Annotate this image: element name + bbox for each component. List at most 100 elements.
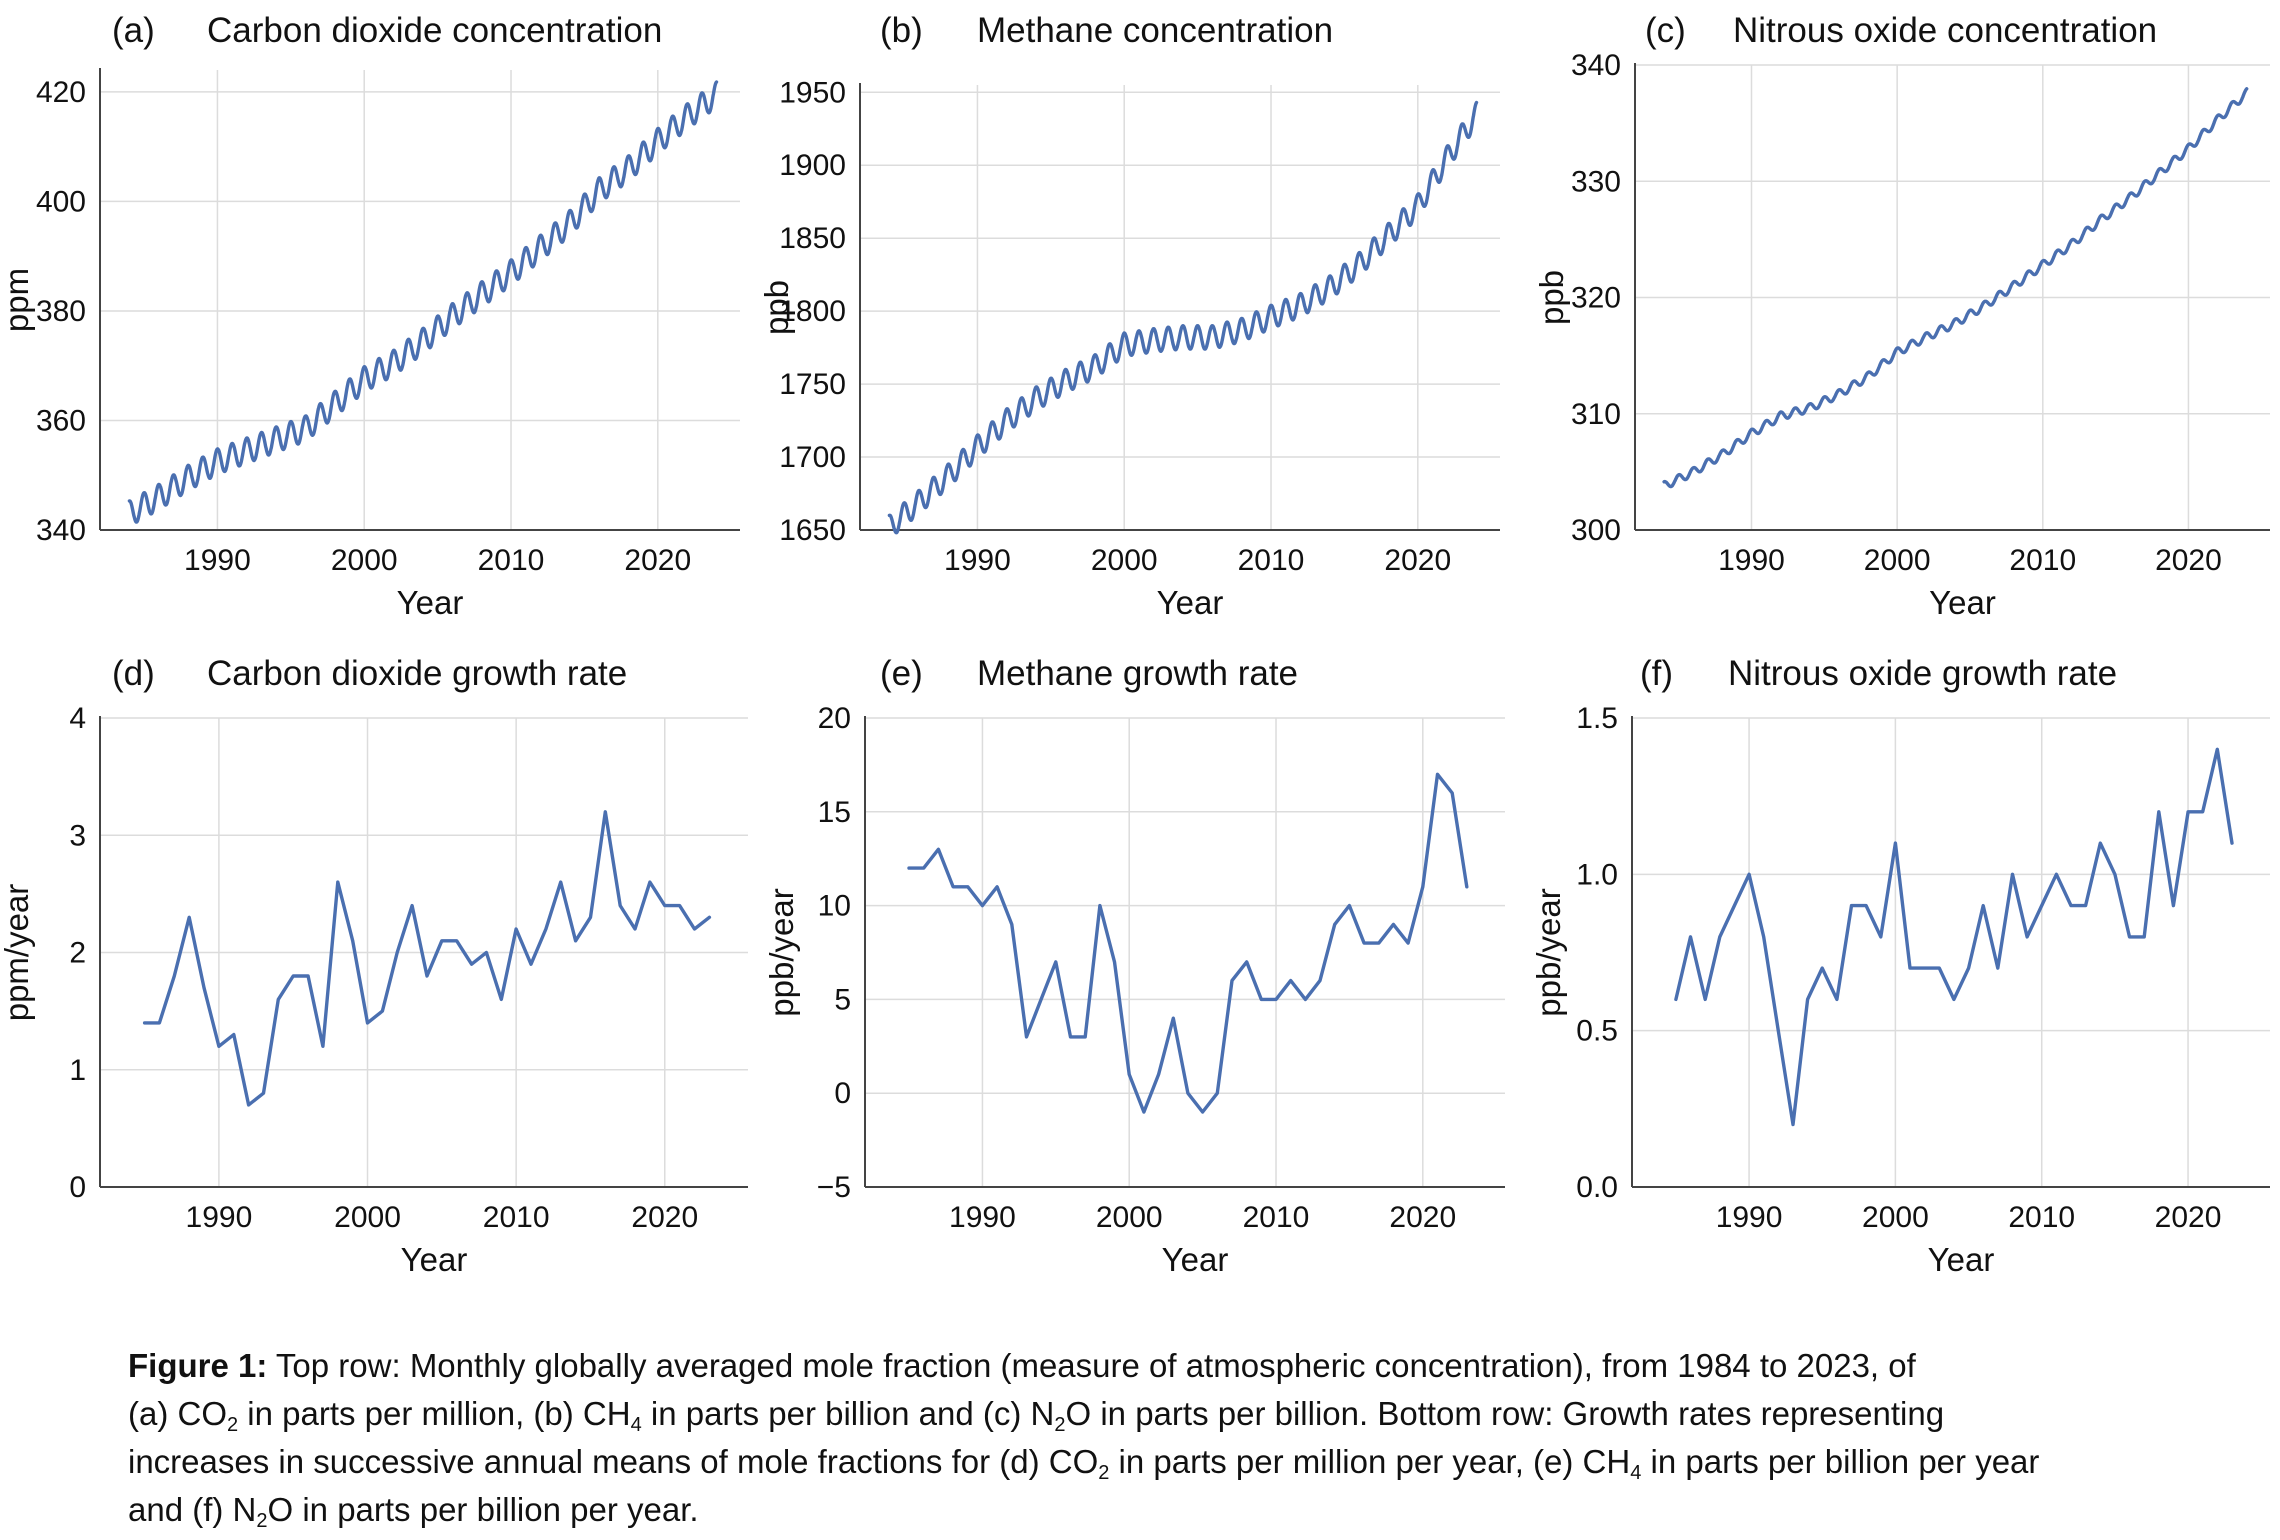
y-tick-label: 340 (36, 514, 86, 547)
y-axis-label: ppm (0, 268, 35, 332)
x-axis-label: Year (397, 584, 464, 621)
y-axis-label: ppb/year (763, 888, 800, 1016)
panel-title: Methane concentration (977, 11, 1333, 50)
caption-label: Figure 1: (128, 1347, 268, 1384)
series-line-nitrous-oxide-concentration (1662, 87, 2249, 489)
caption-text: in parts per million, (b) CH (238, 1395, 631, 1432)
x-tick-label: 2020 (631, 1201, 698, 1234)
caption-subscript: 2 (1054, 1414, 1066, 1436)
x-tick-label: 1990 (184, 544, 251, 577)
caption-subscript: 4 (630, 1414, 642, 1436)
y-tick-label: 1.5 (1576, 702, 1618, 735)
x-tick-label: 1990 (949, 1201, 1016, 1234)
x-tick-label: 2000 (334, 1201, 401, 1234)
x-axis-label: Year (1162, 1241, 1229, 1278)
y-tick-label: 20 (818, 702, 851, 735)
x-tick-label: 2000 (1862, 1201, 1929, 1234)
x-tick-label: 2010 (1243, 1201, 1310, 1234)
x-axis-label: Year (401, 1241, 468, 1278)
panel-letter: (b) (880, 11, 923, 50)
y-tick-label: 1800 (779, 295, 846, 328)
y-tick-label: 1750 (779, 368, 846, 401)
y-tick-label: 3 (69, 819, 86, 852)
panel-title: Carbon dioxide concentration (207, 11, 662, 50)
series-line-nitrous-oxide-growth-rate (1674, 747, 2234, 1127)
x-tick-label: 1990 (1716, 1201, 1783, 1234)
y-tick-label: 400 (36, 185, 86, 218)
y-tick-label: 360 (36, 404, 86, 437)
x-tick-label: 1990 (1718, 544, 1785, 577)
chart-panel-nitrous-oxide-growth-rate: 1990 2000 2010 2020 0.0 0.5 1.0 1.5 (f) Nitrous o… (1530, 654, 2270, 1278)
caption-text: in parts per billion and (c) N (641, 1395, 1055, 1432)
caption-subscript: 2 (1098, 1462, 1110, 1484)
chart-panel-carbon-dioxide-concentration: 1990 2000 2010 2020 340 360 380 400 420 (a) Carbon… (0, 11, 740, 621)
panel-letter: (c) (1645, 11, 1686, 50)
x-tick-label: 2020 (1384, 544, 1451, 577)
x-tick-label: 2020 (624, 544, 691, 577)
y-tick-label: 10 (818, 890, 851, 923)
y-tick-label: 1900 (779, 149, 846, 182)
x-tick-label: 2000 (1096, 1201, 1163, 1234)
y-tick-label: 0.0 (1576, 1171, 1618, 1204)
y-tick-label: 2 (69, 937, 86, 970)
y-tick-label: 0 (834, 1077, 851, 1110)
y-tick-label: 300 (1571, 514, 1621, 547)
y-tick-label: 1700 (779, 441, 846, 474)
caption-text: Top row: Monthly globally averaged mole … (267, 1347, 1916, 1384)
x-tick-label: 2020 (2155, 1201, 2222, 1234)
y-tick-label: 310 (1571, 398, 1621, 431)
y-tick-label: 320 (1571, 282, 1621, 315)
x-tick-label: 2010 (2008, 1201, 2075, 1234)
caption-subscript: 2 (227, 1414, 239, 1436)
y-tick-label: 420 (36, 76, 86, 109)
x-tick-label: 2000 (331, 544, 398, 577)
x-tick-label: 2020 (1389, 1201, 1456, 1234)
caption-subscript: 2 (256, 1510, 268, 1532)
y-tick-label: 380 (36, 295, 86, 328)
y-tick-label: 330 (1571, 165, 1621, 198)
y-tick-label: 5 (834, 983, 851, 1016)
x-tick-label: 2020 (2155, 544, 2222, 577)
caption-text: (a) CO (128, 1395, 227, 1432)
panel-title: Nitrous oxide growth rate (1728, 654, 2117, 693)
x-tick-label: 2000 (1091, 544, 1158, 577)
y-axis-label: ppb (1533, 270, 1570, 325)
panel-letter: (e) (880, 654, 923, 693)
y-tick-label: 1 (69, 1054, 86, 1087)
series-line-methane-concentration (887, 100, 1479, 535)
chart-panel-carbon-dioxide-growth-rate: 1990 2000 2010 2020 0 1 2 3 4 (d) Carbon dioxide g… (0, 654, 748, 1278)
y-tick-label: 15 (818, 796, 851, 829)
y-tick-label: 4 (69, 702, 86, 735)
panel-letter: (a) (112, 11, 155, 50)
caption-subscript: 4 (1630, 1462, 1642, 1484)
y-tick-label: 1850 (779, 222, 846, 255)
y-tick-label: 340 (1571, 49, 1621, 82)
y-tick-label: 0 (69, 1171, 86, 1204)
chart-panel-methane-concentration: 1990 2000 2010 2020 1650 1700 1750 1800 1850 1900… (758, 11, 1500, 621)
panel-title: Nitrous oxide concentration (1733, 11, 2157, 50)
x-tick-label: 1990 (944, 544, 1011, 577)
caption-text: in parts per billion per year (1641, 1443, 2040, 1480)
panel-title: Carbon dioxide growth rate (207, 654, 627, 693)
y-axis-label: ppm/year (0, 884, 35, 1022)
y-tick-label: 1.0 (1576, 858, 1618, 891)
x-tick-label: 1990 (186, 1201, 253, 1234)
series-line-methane-growth-rate (907, 772, 1469, 1114)
series-line-carbon-dioxide-concentration (127, 80, 719, 524)
caption-text: in parts per million per year, (e) CH (1109, 1443, 1631, 1480)
x-axis-label: Year (1928, 1241, 1995, 1278)
caption-text: O in parts per billion. Bottom row: Grow… (1065, 1395, 1945, 1432)
x-axis-label: Year (1929, 584, 1996, 621)
figure-caption: Figure 1: Top row: Monthly globally aver… (128, 1342, 2178, 1534)
caption-text: and (f) N (128, 1491, 257, 1528)
panel-title: Methane growth rate (977, 654, 1298, 693)
y-tick-label: 1950 (779, 76, 846, 109)
chart-panel-methane-growth-rate: 1990 2000 2010 2020 −5 0 5 10 15 20 (e) Methane gro… (763, 654, 1505, 1278)
chart-panel-nitrous-oxide-concentration: 1990 2000 2010 2020 300 310 320 330 340 (c) Nitrou… (1533, 11, 2270, 621)
x-tick-label: 2010 (478, 544, 545, 577)
y-axis-label: ppb/year (1530, 888, 1567, 1016)
y-tick-label: 1650 (779, 514, 846, 547)
series-line-carbon-dioxide-growth-rate (142, 810, 712, 1107)
x-axis-label: Year (1157, 584, 1224, 621)
